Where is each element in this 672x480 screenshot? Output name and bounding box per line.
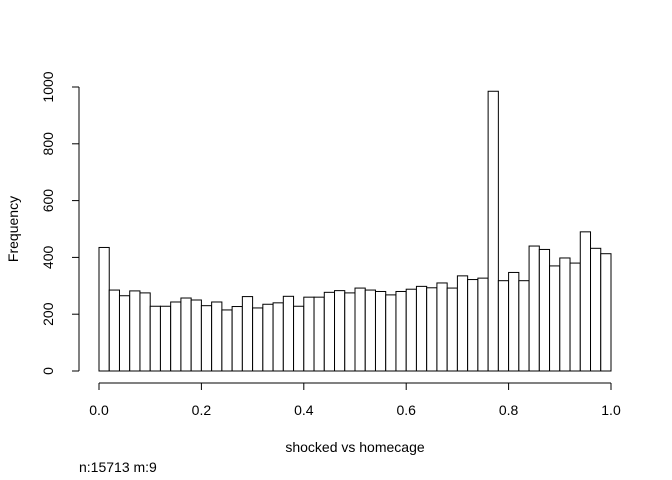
histogram-bar bbox=[528, 245, 540, 372]
histogram-bar bbox=[221, 309, 233, 372]
histogram-bar bbox=[569, 262, 581, 372]
y-tick-label: 800 bbox=[40, 132, 56, 156]
histogram-bar bbox=[579, 231, 592, 372]
histogram-bar bbox=[415, 285, 428, 372]
x-tick-label: 0.0 bbox=[89, 402, 109, 418]
histogram-bar bbox=[149, 305, 161, 372]
x-axis-title: shocked vs homecage bbox=[285, 439, 425, 455]
histogram-bar bbox=[538, 248, 551, 372]
x-tick-label: 0.8 bbox=[499, 402, 519, 418]
histogram-bar bbox=[180, 297, 192, 372]
y-tick-label: 600 bbox=[40, 189, 56, 213]
histogram-bar bbox=[313, 296, 325, 372]
histogram-bar bbox=[200, 305, 213, 372]
histogram-bar bbox=[118, 295, 131, 372]
histogram-bar bbox=[159, 305, 172, 372]
histogram-bar bbox=[323, 291, 336, 372]
histogram-bar bbox=[559, 257, 571, 372]
x-axis: 0.0 0.2 0.4 0.6 0.8 1.0 bbox=[89, 382, 621, 418]
histogram-bar bbox=[456, 275, 469, 372]
histogram-bar bbox=[508, 271, 520, 372]
histogram-bar bbox=[272, 302, 284, 372]
x-tick-label: 0.6 bbox=[396, 402, 416, 418]
y-tick-label: 0 bbox=[40, 367, 56, 375]
histogram-bar bbox=[344, 292, 356, 372]
x-tick-label: 0.2 bbox=[192, 402, 212, 418]
histogram-bar bbox=[487, 90, 499, 372]
x-tick-label: 0.4 bbox=[294, 402, 314, 418]
histogram-bar bbox=[108, 289, 120, 372]
histogram-bar bbox=[374, 290, 387, 372]
histogram-bar bbox=[139, 292, 151, 372]
histogram-bar bbox=[170, 301, 182, 372]
y-axis-title: Frequency bbox=[5, 196, 21, 262]
histogram-bar bbox=[600, 253, 612, 372]
histogram-bar bbox=[334, 290, 346, 372]
y-tick-label: 200 bbox=[40, 302, 56, 326]
histogram-bar bbox=[364, 289, 376, 372]
histogram-bar bbox=[467, 279, 479, 372]
footnote-text: n:15713 m:9 bbox=[79, 459, 157, 475]
histogram-bar bbox=[426, 287, 438, 372]
x-tick-label: 1.0 bbox=[601, 402, 621, 418]
histogram-bar bbox=[211, 301, 223, 372]
histogram-bar bbox=[293, 305, 305, 372]
histogram-bar bbox=[282, 295, 295, 372]
histogram-bar bbox=[518, 280, 530, 372]
histogram-bar bbox=[477, 277, 489, 372]
histogram-bar bbox=[385, 294, 397, 372]
y-tick-label: 400 bbox=[40, 246, 56, 270]
histogram-bar bbox=[354, 287, 366, 372]
histogram-bar bbox=[190, 299, 202, 372]
histogram-bar bbox=[549, 265, 561, 372]
histogram-bar bbox=[436, 282, 448, 372]
histogram-bar bbox=[252, 307, 264, 372]
histogram-bar bbox=[405, 288, 417, 372]
histogram-bar bbox=[231, 306, 243, 372]
histogram-bar bbox=[129, 290, 141, 372]
histogram-bars bbox=[98, 90, 612, 372]
histogram-bar bbox=[395, 290, 407, 372]
histogram-bar bbox=[303, 296, 315, 372]
histogram-bar bbox=[590, 247, 602, 372]
y-tick-label: 1000 bbox=[40, 71, 56, 102]
histogram-bar bbox=[446, 287, 458, 372]
histogram-bar bbox=[262, 303, 274, 372]
histogram-bar bbox=[497, 280, 510, 372]
y-axis: 0 200 400 600 800 1000 bbox=[40, 71, 80, 375]
histogram-bar bbox=[98, 246, 110, 372]
histogram-bar bbox=[241, 296, 254, 372]
